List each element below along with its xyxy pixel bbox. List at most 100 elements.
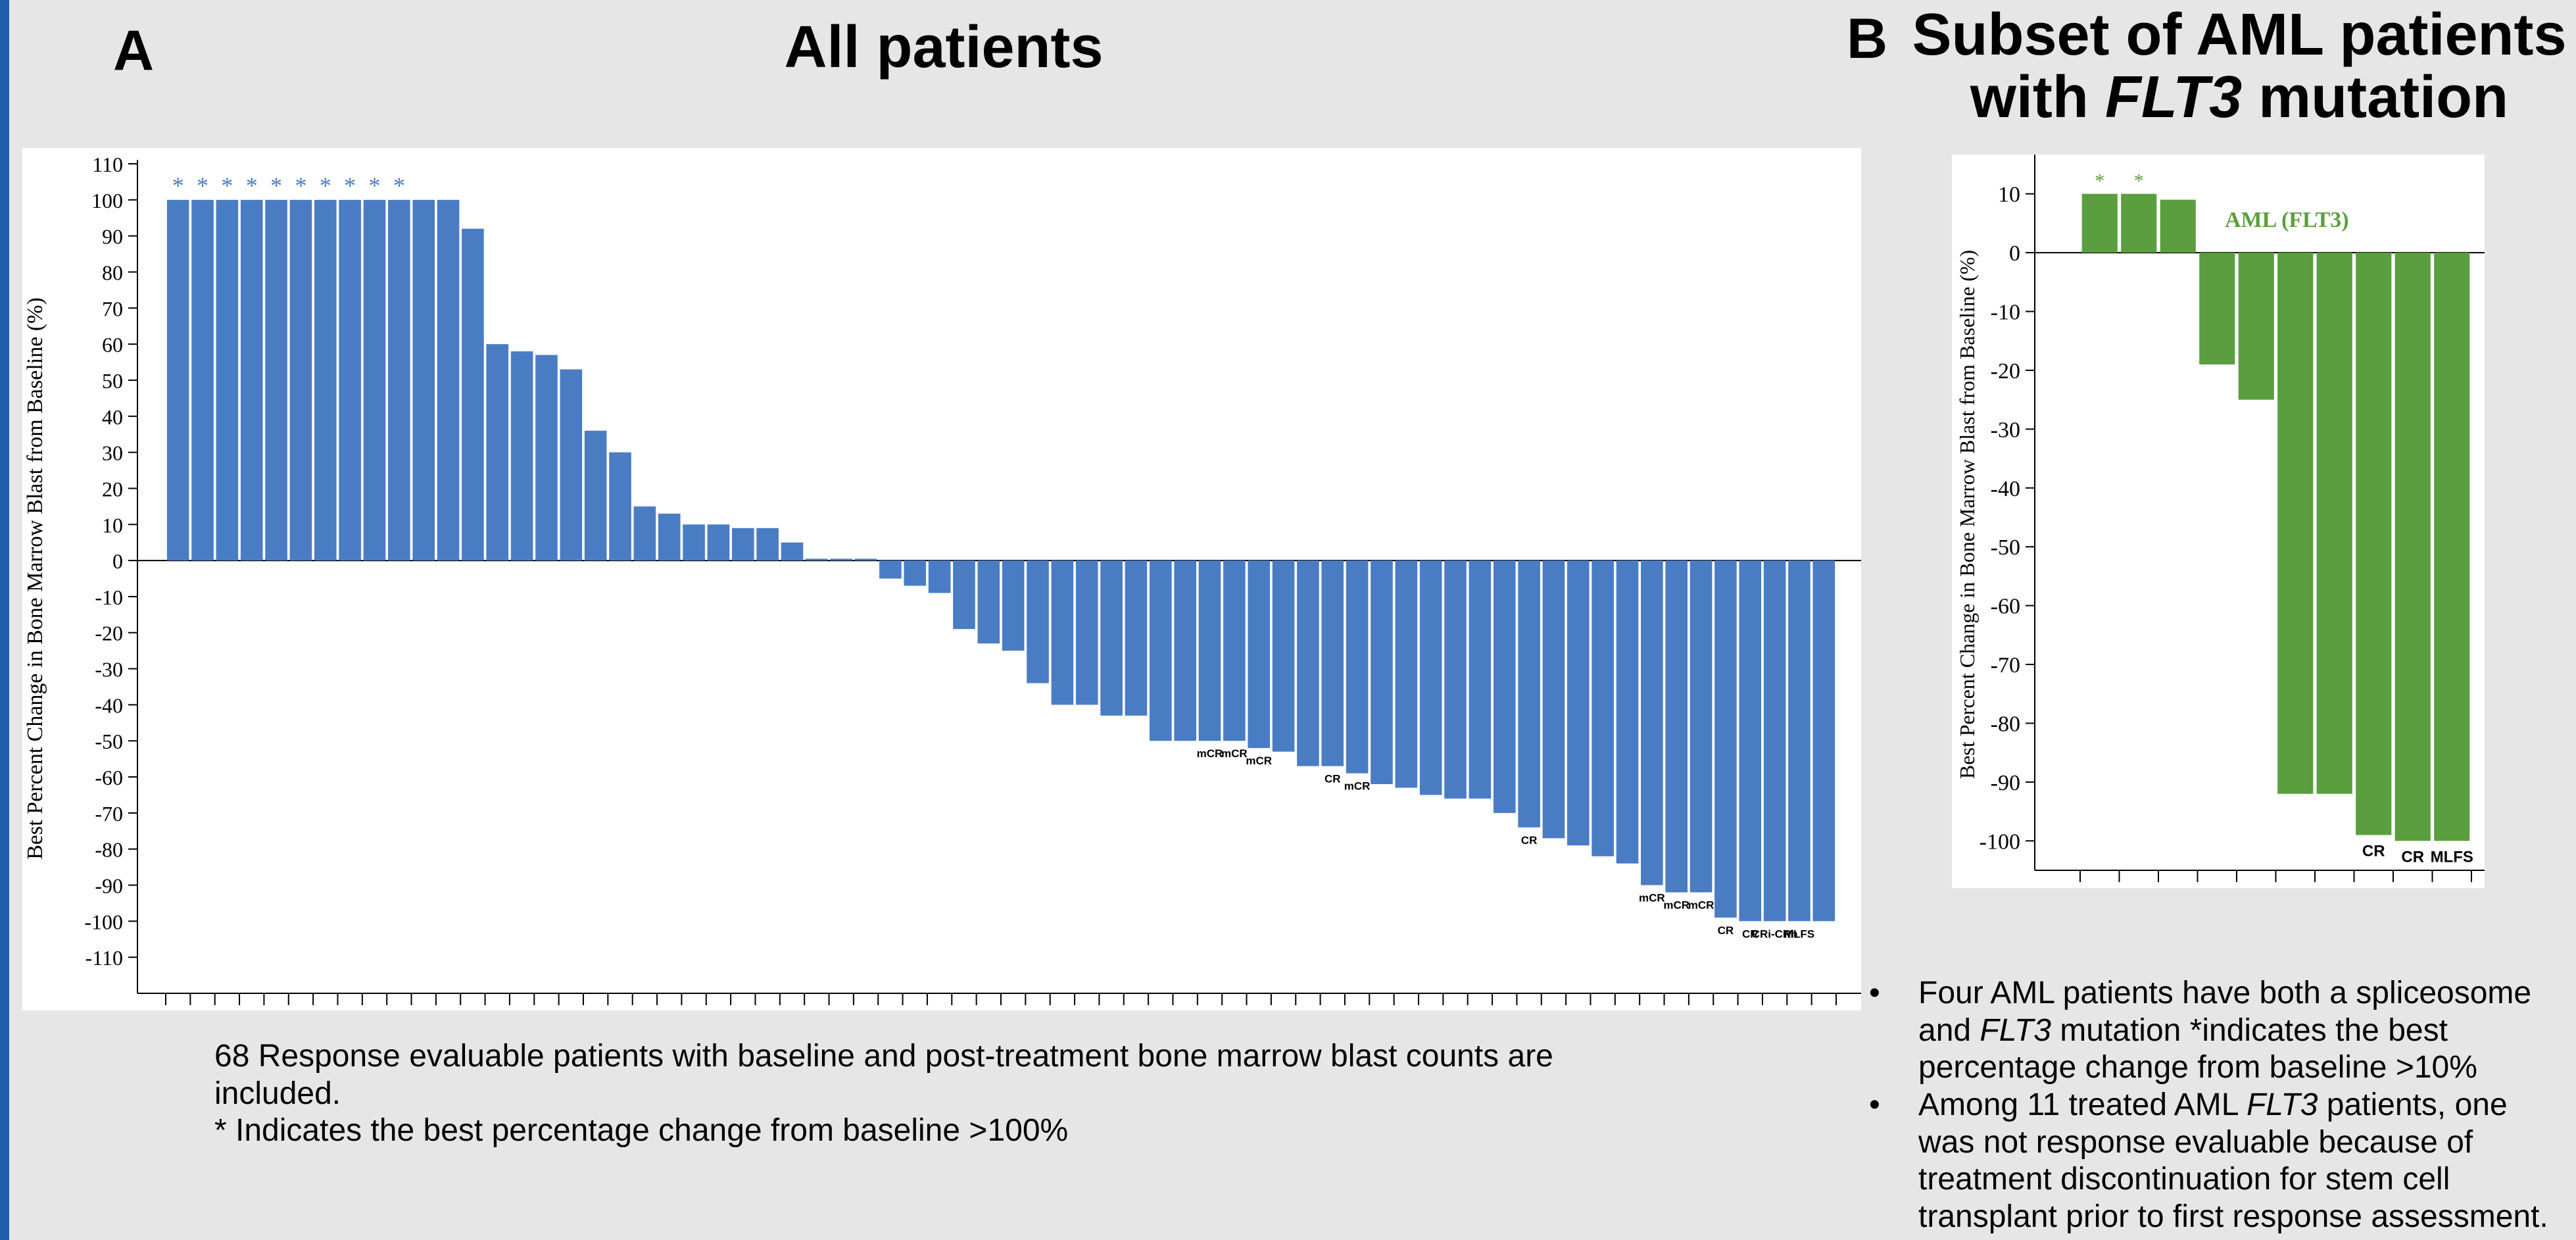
star-marker: *: [393, 172, 405, 199]
bar: [658, 513, 681, 561]
y-tick-label: 20: [102, 477, 123, 501]
star-marker: *: [369, 172, 381, 199]
y-tick-label: -40: [1991, 477, 2020, 501]
y-tick-label: -30: [1991, 418, 2020, 442]
bar: [1689, 560, 1713, 893]
bar: [1174, 560, 1196, 741]
star-marker: *: [295, 172, 306, 199]
bar: [2277, 253, 2314, 794]
bar: [1075, 560, 1098, 705]
bar: [1714, 560, 1737, 918]
y-axis-label: Best Percent Change in Bone Marrow Blast…: [1955, 250, 1979, 779]
y-tick-label: -100: [1980, 830, 2020, 854]
panel-a-note: 68 Response evaluable patients with base…: [214, 1038, 1595, 1150]
bar: [1027, 560, 1049, 683]
y-tick-label: 110: [92, 153, 123, 176]
bar: [462, 228, 484, 561]
y-tick-label: -30: [95, 658, 123, 682]
y-tick-label: 70: [102, 297, 123, 320]
y-tick-label: -60: [1991, 595, 2020, 619]
chart-b: 10 0 -10 -20 -30 -40 -50 -60 -70 -80 -90 -100 Best P…: [1955, 155, 2485, 882]
bar: [1518, 560, 1540, 828]
response-annotation: CR: [2362, 842, 2385, 860]
bar: [1223, 560, 1246, 741]
bar: [953, 560, 975, 630]
bar: [731, 528, 754, 561]
response-annotation: mCR: [1688, 899, 1714, 911]
bar: [1395, 560, 1418, 788]
bar: [412, 199, 435, 561]
bar: [806, 558, 828, 561]
bar: [1616, 560, 1639, 864]
bullet-2-gene: FLT3: [2246, 1087, 2318, 1122]
y-tick-label: 100: [91, 189, 123, 212]
bar: [1665, 560, 1688, 893]
bar: [1444, 560, 1467, 799]
bar: [1051, 560, 1074, 705]
bar: [1419, 560, 1442, 795]
left-accent-strip: [0, 0, 9, 1240]
chart-a-box: 110 100 90 80 70 60 50 40 30 20 10 0 -10 -20 -30 -40 -50…: [22, 148, 1861, 1010]
response-annotation: MLFS: [1784, 928, 1814, 940]
title-prefix: with: [1970, 64, 2105, 130]
bar: [2434, 253, 2470, 841]
bar: [1002, 560, 1025, 651]
star-marker: *: [320, 172, 331, 199]
bar: [486, 344, 509, 561]
star-marker: *: [2095, 170, 2104, 192]
bar: [1248, 560, 1271, 749]
y-tick-label: 30: [102, 441, 123, 465]
bar: [1542, 560, 1565, 839]
star-marker: *: [270, 172, 282, 199]
bar: [707, 524, 730, 561]
star-marker: *: [221, 172, 233, 199]
bar: [1149, 560, 1172, 741]
bar: [609, 452, 631, 561]
bar: [830, 558, 853, 561]
bar: [633, 506, 656, 561]
bar: [1812, 560, 1835, 922]
bar: [314, 199, 337, 561]
y-axis-label: Best Percent Change in Bone Marrow Blast…: [23, 297, 47, 860]
bar: [756, 528, 779, 561]
panel-b-title-line2: with FLT3 mutation: [1904, 66, 2575, 129]
response-annotation: CR: [1521, 834, 1538, 847]
y-tick-label: 0: [112, 549, 123, 573]
response-annotation: mCR: [1197, 747, 1223, 760]
response-annotation: CRi-CRh: [1752, 928, 1798, 940]
bar: [240, 199, 263, 561]
bar: [2160, 199, 2196, 253]
y-tick-label: -10: [1991, 300, 2020, 324]
bar: [584, 430, 607, 561]
y-tick-label: 40: [102, 405, 123, 429]
y-tick-label: 0: [2009, 241, 2020, 266]
y-tick-label: -10: [95, 585, 123, 609]
panel-b-bullets: Four AML patients have both a spliceosom…: [1869, 975, 2566, 1235]
response-annotation: MLFS: [2431, 848, 2473, 866]
bar: [977, 560, 1000, 644]
bar: [928, 560, 951, 593]
y-tick-label: -90: [1991, 771, 2020, 795]
series-label: AML (FLT3): [2225, 208, 2349, 232]
bar: [1100, 560, 1123, 716]
bar: [2316, 253, 2352, 794]
bar: [191, 199, 214, 561]
bar: [510, 351, 533, 561]
y-tick-label: -90: [95, 874, 123, 898]
bar: [854, 558, 877, 561]
response-annotation: mCR: [1221, 747, 1248, 760]
y-tick-label: -60: [95, 766, 123, 789]
note-line-1: 68 Response evaluable patients with base…: [214, 1039, 1553, 1111]
bullet-2: Among 11 treated AML FLT3 patients, one …: [1869, 1087, 2566, 1236]
bar: [2238, 253, 2274, 400]
bar: [904, 560, 927, 586]
star-marker: *: [197, 172, 208, 199]
bar: [1493, 560, 1516, 813]
bar: [879, 560, 902, 579]
panel-b-title-line1: Subset of AML patients: [1912, 2, 2567, 68]
bar: [1592, 560, 1614, 856]
bar: [1371, 560, 1393, 785]
bar: [216, 199, 239, 561]
bar: [1567, 560, 1590, 846]
bar: [289, 199, 312, 561]
